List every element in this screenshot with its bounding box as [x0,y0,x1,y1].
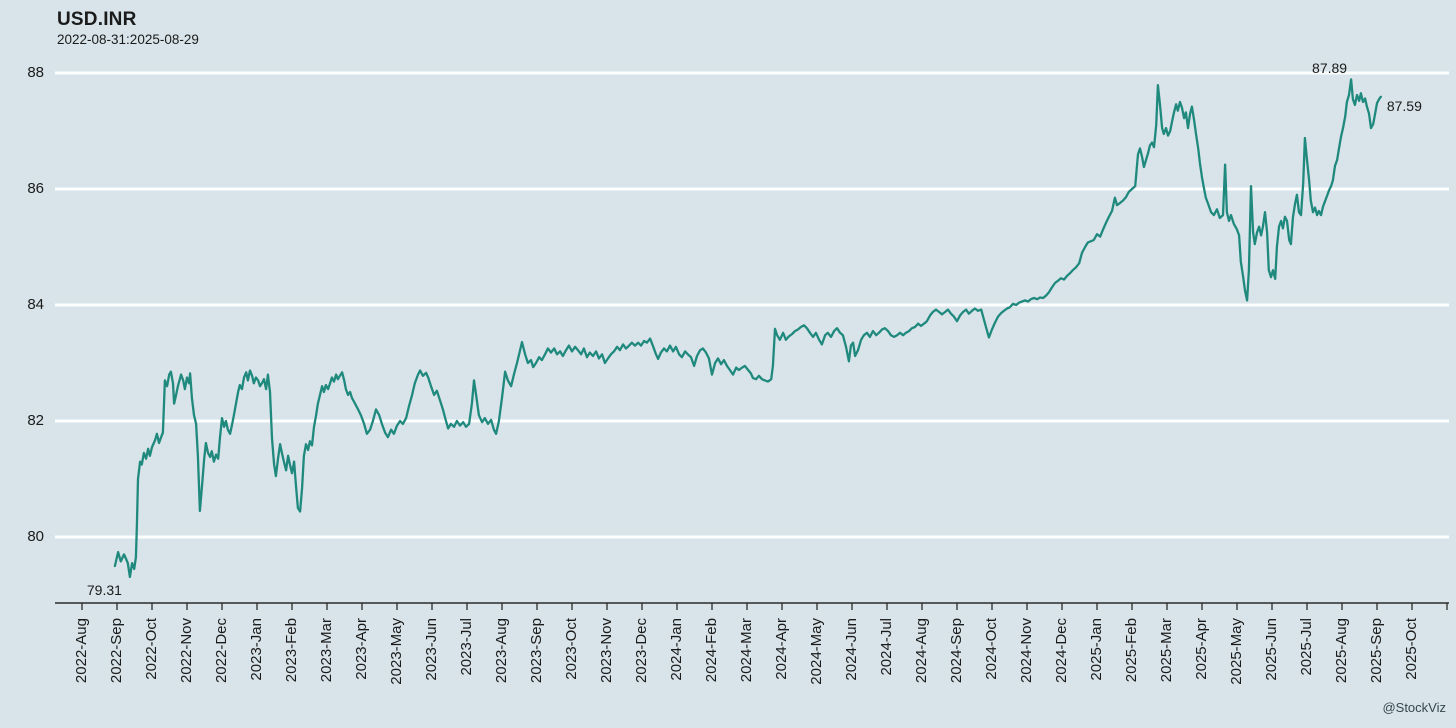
value-annotation: 87.89 [1312,60,1348,77]
x-tick-label: 2022-Sep [108,618,125,684]
x-tick-label: 2022-Dec [213,618,230,684]
x-tick-label: 2025-Sep [1368,618,1385,684]
x-tick-label: 2024-Dec [1053,618,1070,684]
x-tick-label: 2025-Feb [1123,618,1140,683]
x-tick-label: 2024-Jan [668,618,685,681]
x-tick-label: 2023-Oct [563,618,580,680]
x-tick-label: 2023-Dec [633,618,650,684]
value-annotation: 79.31 [86,582,122,599]
x-tick-label: 2024-Aug [913,618,930,684]
value-annotation: 87.59 [1386,97,1422,114]
x-tick-label: 2025-Jul [1298,618,1315,676]
x-tick-label: 2024-May [808,618,825,685]
x-tick-label: 2022-Oct [143,618,160,680]
x-tick-label: 2023-Feb [283,618,300,683]
x-tick-label: 2025-Aug [1333,618,1350,684]
chart-title: USD.INR [57,9,137,30]
y-tick-label: 88 [27,64,44,81]
watermark: @StockViz [1382,700,1446,715]
x-tick-label: 2023-May [388,618,405,685]
x-tick-label: 2025-Oct [1403,618,1420,680]
x-tick-label: 2024-Oct [983,618,1000,680]
x-tick-label: 2025-Jun [1263,618,1280,681]
x-tick-label: 2025-May [1228,618,1245,685]
y-tick-label: 82 [27,412,44,429]
x-tick-label: 2024-Apr [773,618,790,680]
x-tick-label: 2023-Apr [353,618,370,680]
x-tick-label: 2023-Mar [318,618,335,683]
x-tick-label: 2024-Nov [1018,618,1035,684]
x-tick-label: 2024-Feb [703,618,720,683]
x-tick-label: 2023-Jan [248,618,265,681]
y-tick-label: 80 [27,528,44,545]
x-tick-label: 2023-Aug [493,618,510,684]
x-tick-label: 2025-Apr [1193,618,1210,680]
y-tick-label: 84 [27,296,44,313]
x-tick-label: 2024-Jul [878,618,895,676]
chart-subtitle: 2022-08-31:2025-08-29 [57,32,199,47]
x-tick-label: 2022-Aug [73,618,90,684]
x-tick-label: 2023-Jun [423,618,440,681]
x-tick-label: 2024-Mar [738,618,755,683]
x-tick-label: 2023-Sep [528,618,545,684]
x-tick-label: 2022-Nov [178,618,195,684]
y-tick-label: 86 [27,180,44,197]
x-tick-label: 2024-Jun [843,618,860,681]
x-tick-label: 2025-Mar [1158,618,1175,683]
x-tick-label: 2023-Nov [598,618,615,684]
x-tick-label: 2024-Sep [948,618,965,684]
x-tick-label: 2023-Jul [458,618,475,676]
x-tick-label: 2025-Jan [1088,618,1105,681]
price-line [113,78,1382,579]
